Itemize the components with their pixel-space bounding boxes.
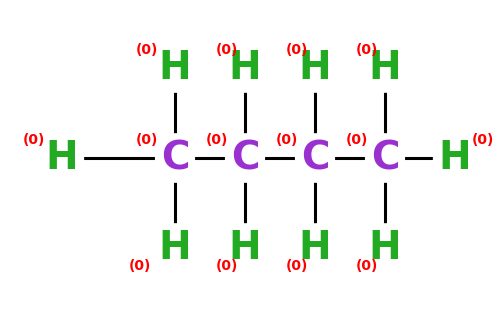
- Text: (0): (0): [136, 133, 158, 147]
- Text: C: C: [301, 139, 329, 177]
- Text: (0): (0): [346, 133, 368, 147]
- Text: H: H: [299, 229, 331, 267]
- Text: H: H: [299, 49, 331, 87]
- Text: H: H: [229, 49, 261, 87]
- Text: (0): (0): [356, 259, 378, 273]
- Text: H: H: [369, 229, 401, 267]
- Text: H: H: [159, 49, 191, 87]
- Text: (0): (0): [286, 43, 308, 57]
- Text: C: C: [371, 139, 399, 177]
- Text: (0): (0): [216, 43, 238, 57]
- Text: H: H: [159, 229, 191, 267]
- Text: C: C: [161, 139, 189, 177]
- Text: (0): (0): [276, 133, 298, 147]
- Text: (0): (0): [472, 133, 494, 147]
- Text: H: H: [369, 49, 401, 87]
- Text: (0): (0): [216, 259, 238, 273]
- Text: (0): (0): [206, 133, 228, 147]
- Text: (0): (0): [23, 133, 45, 147]
- Text: C: C: [231, 139, 259, 177]
- Text: H: H: [46, 139, 78, 177]
- Text: (0): (0): [286, 259, 308, 273]
- Text: H: H: [229, 229, 261, 267]
- Text: H: H: [439, 139, 472, 177]
- Text: (0): (0): [356, 43, 378, 57]
- Text: (0): (0): [129, 259, 151, 273]
- Text: (0): (0): [136, 43, 158, 57]
